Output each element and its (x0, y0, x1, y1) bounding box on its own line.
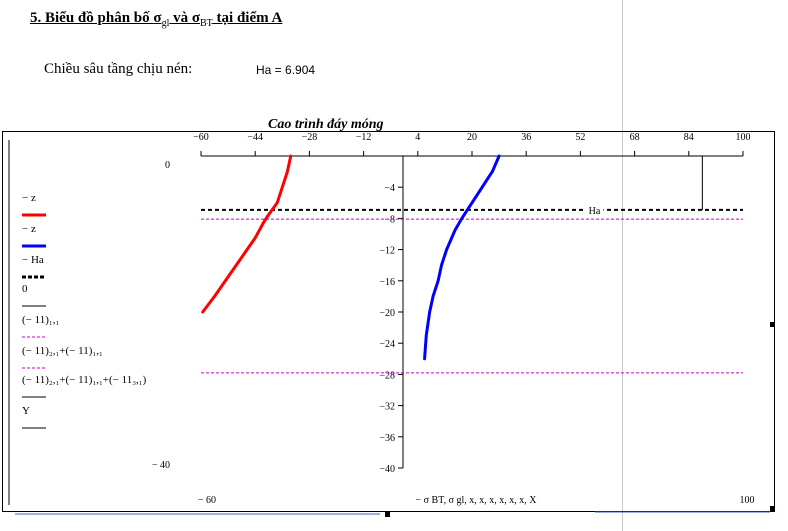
series-line-0 (201, 154, 293, 314)
y-tick-label: −8 (384, 214, 395, 225)
y-tick-label: −4 (384, 183, 395, 194)
x-tick-label: −44 (247, 132, 263, 143)
heading-sigma1: σ (153, 10, 162, 26)
y-tick-label: −20 (379, 308, 395, 319)
legend-label-0: − z (22, 192, 36, 204)
x-tick-label: 68 (630, 132, 640, 143)
page-heading: 5. Biểu đồ phân bố σgl và σBT tại điểm A (30, 10, 282, 29)
heading-sub2: BT (200, 18, 213, 29)
legend-label-1: − z (22, 223, 36, 235)
legend-label-2: − Ha (22, 254, 44, 266)
x-tick-label: −12 (356, 132, 372, 143)
series-line-1 (423, 154, 501, 361)
y-axis-top-label: 0 (165, 160, 170, 171)
x-tick-label: −60 (193, 132, 209, 143)
depth-value: Ha = 6.904 (256, 63, 316, 77)
heading-sub1: gl (161, 18, 170, 29)
y-tick-label: −28 (379, 370, 395, 381)
resize-handle-bottom (385, 512, 390, 517)
legend-label-7: Y (22, 405, 30, 417)
heading-sigma2: σ (191, 10, 201, 26)
legend-label-5: (− 11)₂,₁+(− 11)₁,₁ (22, 345, 103, 357)
chart-title: Cao trình đáy móng (268, 117, 384, 132)
legend-label-4: (− 11)₁,₁ (22, 314, 59, 326)
x-axis-max-label: 100 (740, 495, 755, 506)
legend-label-6: (− 11)₂,₁+(− 11)₁,₁+(− 11₃,₁) (22, 374, 147, 386)
y-tick-label: −36 (379, 433, 395, 444)
y-tick-label: −12 (379, 246, 395, 257)
y-tick-label: −24 (379, 339, 395, 350)
ha-label-bg (585, 203, 604, 216)
x-axis-label: − σ BT, σ gl, x, x, x, x, x, x, X (416, 495, 538, 506)
y-tick-label: −16 (379, 277, 395, 288)
x-tick-label: 20 (467, 132, 477, 143)
legend-label-3: 0 (22, 283, 28, 295)
resize-handle-right (770, 322, 775, 327)
ha-label: Ha (589, 206, 601, 217)
heading-mid: và (169, 10, 192, 26)
x-tick-label: 4 (415, 132, 420, 143)
x-tick-label: 84 (684, 132, 694, 143)
x-tick-label: 52 (575, 132, 585, 143)
heading-prefix: 5. Biểu đồ phân bố (30, 10, 154, 26)
resize-handle-corner (770, 506, 775, 511)
y-axis-bottom-label: − 40 (152, 460, 170, 471)
y-tick-label: −40 (379, 464, 395, 475)
chart-frame[interactable] (2, 131, 775, 512)
page-margin-line (622, 0, 623, 531)
x-axis-min-label: − 60 (198, 495, 216, 506)
x-tick-label: 100 (736, 132, 751, 143)
depth-label: Chiều sâu tầng chịu nén: (44, 61, 193, 77)
x-tick-label: −28 (302, 132, 318, 143)
heading-suffix: tại điểm A (212, 10, 283, 26)
x-tick-label: 36 (521, 132, 531, 143)
y-tick-label: −32 (379, 402, 395, 413)
